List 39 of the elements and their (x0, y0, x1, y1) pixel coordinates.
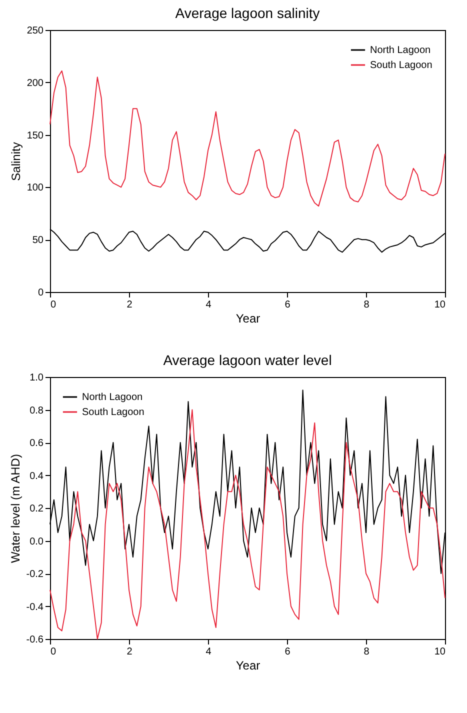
y-tick-label: -0.4 (26, 602, 44, 613)
y-tick-label: 50 (32, 235, 44, 246)
legend-label: South Lagoon (82, 407, 144, 418)
y-axis-title: Water level (m AHD) (8, 454, 22, 563)
x-axis-title: Year (236, 312, 260, 326)
line-series (50, 409, 446, 640)
x-tick-label: 8 (364, 646, 370, 658)
y-tick-label: 250 (26, 26, 44, 36)
x-tick-label: 10 (434, 646, 446, 658)
legend-label: North Lagoon (370, 45, 431, 56)
x-tick-label: 4 (206, 646, 212, 658)
x-tick-label: 0 (50, 646, 56, 658)
chart-title: Average lagoon water level (163, 352, 332, 368)
y-tick-label: 1.0 (30, 372, 44, 384)
y-tick-label: 0.0 (30, 536, 44, 548)
y-tick-label: 200 (26, 78, 44, 89)
y-tick-label: 0.6 (30, 438, 44, 449)
x-tick-label: 6 (284, 300, 291, 310)
y-tick-label: 0.2 (30, 504, 44, 514)
y-tick-label: 0 (38, 288, 44, 298)
x-tick-label: 8 (364, 300, 370, 310)
chart-title: Average lagoon salinity (175, 5, 320, 21)
y-tick-label: 0.4 (30, 470, 44, 482)
y-tick-label: -0.6 (26, 634, 44, 646)
legend-label: North Lagoon (82, 392, 143, 403)
x-axis-title: Year (236, 658, 260, 672)
x-tick-label: 10 (434, 300, 446, 310)
line-series (50, 70, 446, 207)
y-tick-label: 100 (26, 182, 44, 194)
x-tick-label: 2 (126, 300, 133, 310)
y-axis-title: Salinity (8, 142, 23, 181)
x-tick-label: 0 (50, 300, 56, 310)
x-tick-label: 6 (284, 646, 291, 658)
y-tick-label: 0.8 (30, 405, 44, 416)
x-tick-label: 4 (206, 300, 212, 310)
y-tick-label: 150 (26, 130, 44, 142)
legend-label: South Lagoon (370, 60, 432, 71)
y-tick-label: -0.2 (26, 569, 44, 580)
x-tick-label: 2 (126, 646, 133, 658)
